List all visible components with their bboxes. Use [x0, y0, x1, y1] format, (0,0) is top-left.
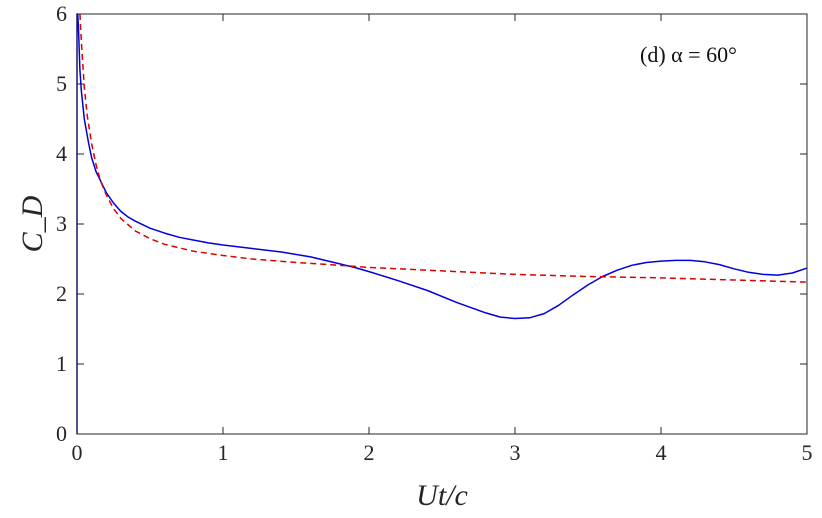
x-tick-label: 1: [218, 440, 229, 465]
x-tick-label: 4: [656, 440, 667, 465]
x-tick-label: 5: [802, 440, 813, 465]
y-tick-label: 3: [56, 211, 67, 236]
x-tick-label: 2: [364, 440, 375, 465]
y-axis-label: C_D: [16, 195, 49, 252]
tick-layer: 0 1 2 3 4 5 0 1 2 3 4 5 6: [56, 1, 813, 465]
y-tick-label: 4: [56, 141, 67, 166]
y-tick-label: 6: [56, 1, 67, 26]
y-tick-label: 1: [56, 351, 67, 376]
y-tick-label: 0: [56, 421, 67, 446]
y-tick-label: 2: [56, 281, 67, 306]
series-line-solid-blue: [76, 13, 808, 434]
plot-area: [77, 14, 807, 434]
plot-frame: [76, 13, 808, 435]
y-tick-label: 5: [56, 71, 67, 96]
x-tick-label: 0: [72, 440, 83, 465]
annotation-label: (d) α = 60°: [640, 42, 737, 67]
x-tick-label: 3: [510, 440, 521, 465]
x-axis-label: Ut/c: [416, 479, 468, 512]
series-layer: [76, 13, 808, 434]
series-line-dashed-red: [79, 13, 808, 283]
